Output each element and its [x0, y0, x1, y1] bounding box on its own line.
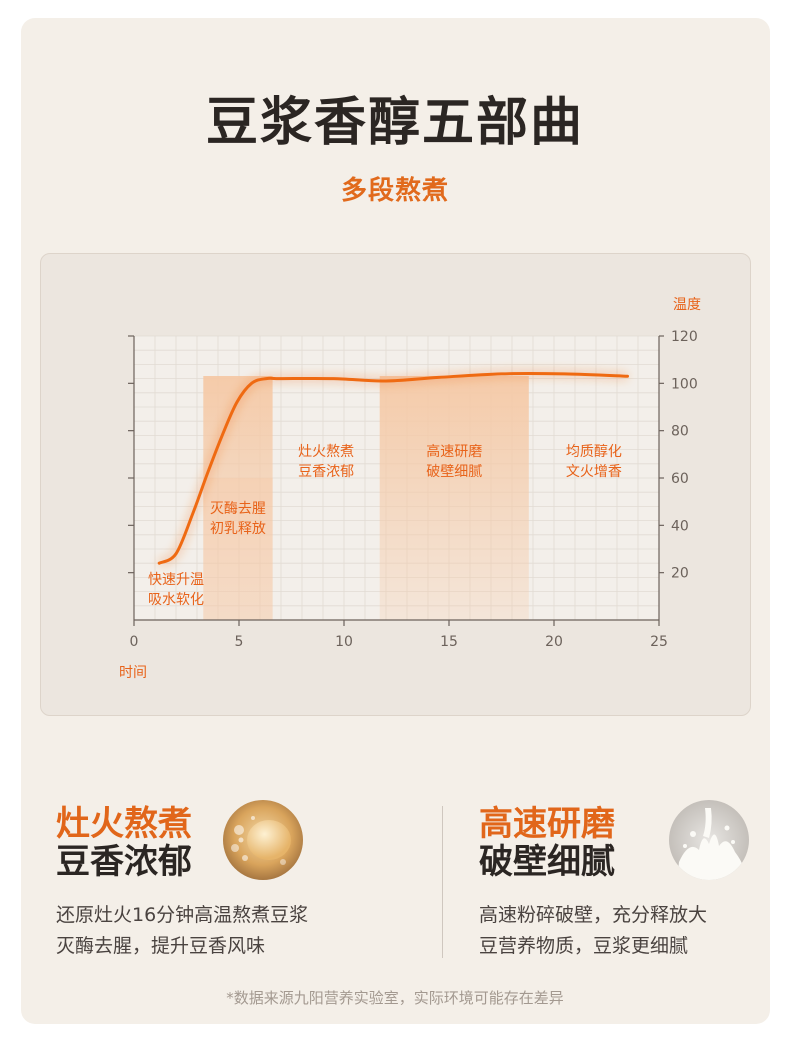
feature-1-title-line1: 灶火熬煮 — [56, 804, 192, 844]
section-divider — [442, 806, 443, 958]
page-title: 豆浆香醇五部曲 — [205, 93, 584, 153]
feature-1-title-line2: 豆香浓郁 — [56, 842, 192, 882]
stage-label-line2: 破壁细腻 — [426, 464, 482, 480]
x-tick-label: 0 — [130, 634, 139, 650]
feature-1-desc-line2: 灭酶去腥，提升豆香风味 — [56, 935, 266, 957]
feature-2-title-line1: 高速研磨 — [479, 804, 615, 844]
stage-band — [203, 376, 273, 620]
series-line — [157, 371, 629, 565]
soybean-bubble-icon — [223, 800, 303, 880]
stage-label-line1: 灭酶去腥 — [210, 501, 266, 517]
footnote: *数据来源九阳营养实验室，实际环境可能存在差异 — [226, 989, 564, 1007]
y-tick-label: 20 — [671, 566, 689, 582]
x-axis-label: 时间 — [119, 665, 147, 681]
x-tick-label: 20 — [545, 634, 563, 650]
x-tick-label: 5 — [235, 634, 244, 650]
y-tick-label: 40 — [671, 518, 689, 534]
stage-label-line1: 均质醇化 — [566, 443, 622, 460]
feature-1-desc-line1: 还原灶火16分钟高温熬煮豆浆 — [56, 904, 309, 926]
stage-label-line1: 快速升温 — [148, 572, 204, 588]
stage-band-glow — [203, 478, 273, 620]
stage-label-line2: 豆香浓郁 — [298, 464, 354, 480]
y-tick-label: 60 — [671, 471, 689, 487]
feature-2-desc-line2: 豆营养物质，豆浆更细腻 — [479, 935, 689, 957]
chart-panel: 0 5 10 15 20 25 20 40 60 80 100 120 温度时间 快速升温吸水软化 灭酶去腥… — [40, 253, 751, 716]
feature-2-desc-line1: 高速粉碎破壁，充分释放大 — [479, 904, 708, 926]
feature-2-title-line2: 破壁细腻 — [479, 842, 615, 882]
y-axis-label: 温度 — [673, 297, 701, 313]
stage-band — [379, 376, 529, 620]
y-tick-label: 80 — [671, 424, 689, 440]
y-tick-label: 100 — [671, 376, 698, 392]
x-tick-label: 25 — [650, 634, 668, 650]
x-tick-label: 15 — [440, 634, 458, 650]
stage-label-line1: 高速研磨 — [426, 443, 482, 460]
page-subtitle: 多段熬煮 — [340, 176, 449, 206]
milk-splash-icon — [669, 800, 749, 880]
y-tick-label: 120 — [671, 329, 698, 345]
stage-label-line2: 吸水软化 — [148, 592, 204, 608]
stage-label-line2: 初乳释放 — [210, 520, 266, 537]
x-tick-label: 10 — [335, 634, 353, 650]
stage-label-line2: 文火增香 — [566, 464, 622, 480]
stage-label-line1: 灶火熬煮 — [298, 444, 354, 460]
